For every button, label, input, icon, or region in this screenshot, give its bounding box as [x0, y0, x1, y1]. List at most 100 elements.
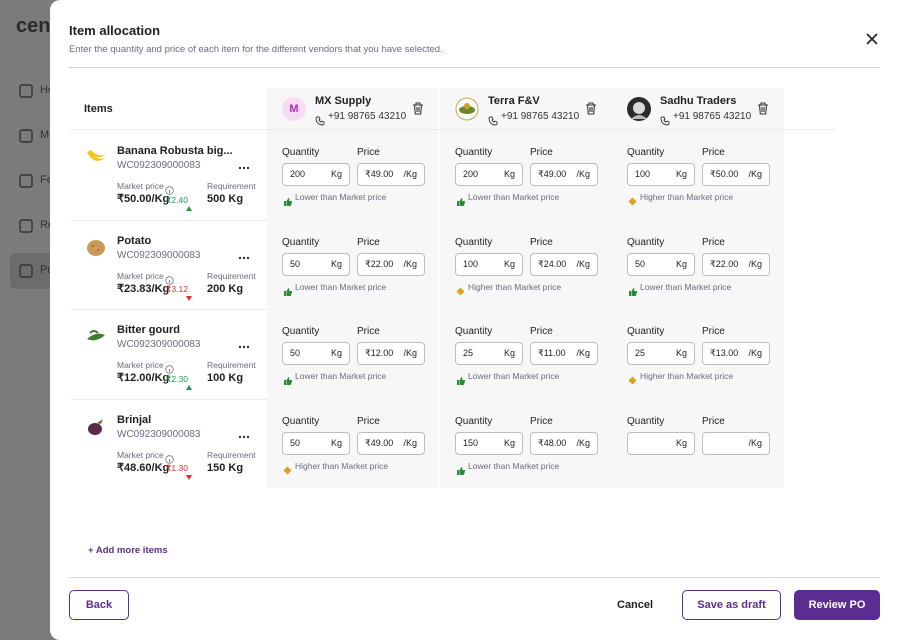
- status-icon-svg: [284, 287, 293, 296]
- item-menu-svg: [238, 345, 250, 349]
- price-label: Price: [702, 415, 725, 427]
- quantity-input[interactable]: 25 Kg: [455, 342, 523, 365]
- status-note: Lower than Market price: [468, 192, 560, 202]
- vendor-logo: [455, 97, 479, 121]
- item-menu-svg: [238, 256, 250, 259]
- quantity-value: 25: [463, 348, 474, 358]
- quantity-input[interactable]: 50 Kg: [282, 342, 350, 365]
- item-menu[interactable]: [238, 425, 250, 438]
- status-icon-svg: [457, 466, 466, 475]
- requirement: 150 Kg: [207, 461, 244, 474]
- quantity-input[interactable]: 50 Kg: [627, 252, 695, 276]
- nav-icon-svg: [19, 264, 33, 278]
- quantity-label: Quantity: [627, 415, 665, 427]
- price-label: Price: [530, 236, 553, 248]
- vendor-name: MX Supply: [315, 95, 372, 107]
- cancel-button[interactable]: Cancel: [617, 599, 654, 611]
- delete-vendor[interactable]: [412, 101, 424, 115]
- quantity-input[interactable]: 150 Kg: [455, 431, 523, 455]
- price-input[interactable]: ₹49.00/Kg: [530, 163, 598, 186]
- quantity-unit: Kg: [675, 258, 687, 269]
- trend-arrow: [186, 197, 192, 211]
- requirement-label: Requirement: [207, 360, 256, 370]
- quantity-input[interactable]: 50 Kg: [282, 431, 350, 455]
- phone-icon-svg: [315, 116, 325, 126]
- phone-icon-svg: [660, 116, 670, 126]
- quantity-value: 200: [463, 169, 479, 179]
- save-draft-button[interactable]: Save as draft: [682, 590, 781, 620]
- quantity-value: 150: [463, 437, 479, 448]
- price-input[interactable]: ₹48.00/Kg: [530, 431, 598, 455]
- status-note: Lower than Market price: [468, 371, 560, 381]
- quantity-label: Quantity: [282, 236, 320, 248]
- vendor-photo-svg: [627, 97, 651, 121]
- status-note: Lower than Market price: [468, 460, 560, 471]
- price-input[interactable]: ₹49.00/Kg: [357, 163, 425, 186]
- price-value: ₹22.00: [710, 258, 739, 269]
- requirement: 500 Kg: [207, 193, 244, 205]
- nav-icon: [19, 174, 33, 188]
- quantity-input[interactable]: Kg: [627, 431, 695, 455]
- price-unit: /Kg: [403, 348, 417, 358]
- review-po-button[interactable]: Review PO: [794, 590, 880, 620]
- quantity-input[interactable]: 100 Kg: [455, 252, 523, 276]
- delete-vendor[interactable]: [757, 101, 769, 115]
- price-label: Price: [530, 147, 553, 158]
- item-code: WC092309000083: [117, 339, 201, 350]
- quantity-input[interactable]: 50 Kg: [282, 252, 350, 276]
- quantity-label: Quantity: [282, 326, 320, 337]
- price-input[interactable]: ₹22.00/Kg: [357, 252, 425, 276]
- status-icon: [456, 192, 466, 206]
- status-icon: [628, 282, 638, 296]
- price-input[interactable]: ₹50.00/Kg: [702, 163, 770, 186]
- price-label: Price: [357, 236, 380, 248]
- quantity-unit: Kg: [503, 348, 515, 358]
- nav-icon: [19, 84, 33, 98]
- delete-vendor[interactable]: [585, 101, 597, 115]
- item-image: [84, 236, 108, 260]
- price-input[interactable]: ₹11.00/Kg: [530, 342, 598, 365]
- requirement-label: Requirement: [207, 449, 256, 460]
- close-button[interactable]: [865, 32, 879, 46]
- price-input[interactable]: ₹12.00/Kg: [357, 342, 425, 365]
- status-note: Higher than Market price: [640, 192, 734, 202]
- back-button[interactable]: Back: [69, 590, 129, 620]
- vendor-name: Terra F&V: [488, 95, 540, 107]
- price-value: ₹11.00: [538, 348, 566, 358]
- add-more-items[interactable]: + Add more items: [88, 545, 168, 556]
- quantity-value: 50: [290, 258, 301, 269]
- quantity-label: Quantity: [455, 147, 493, 158]
- row-line: [70, 219, 267, 221]
- quantity-input[interactable]: 25 Kg: [627, 342, 695, 365]
- status-icon-svg: [628, 197, 637, 206]
- price-value: ₹49.00: [538, 169, 567, 179]
- quantity-input[interactable]: 100 Kg: [627, 163, 695, 186]
- status-note: Lower than Market price: [640, 281, 732, 292]
- price-unit: /Kg: [576, 169, 590, 179]
- status-note: Lower than Market price: [295, 281, 387, 292]
- item-menu[interactable]: [238, 156, 250, 170]
- price-input[interactable]: ₹49.00/Kg: [357, 431, 425, 455]
- quantity-unit: Kg: [503, 169, 515, 179]
- quantity-unit: Kg: [503, 437, 515, 448]
- item-name: Brinjal: [117, 413, 152, 426]
- info-icon: [165, 450, 174, 464]
- price-label: Price: [530, 415, 553, 427]
- vendor-avatar: M: [282, 97, 306, 121]
- item-menu[interactable]: [238, 246, 250, 259]
- price-input[interactable]: ₹13.00/Kg: [702, 342, 770, 365]
- requirement-label: Requirement: [207, 270, 256, 281]
- price-input[interactable]: /Kg: [702, 431, 770, 455]
- status-note: Higher than Market price: [640, 371, 734, 381]
- status-icon: [456, 461, 466, 475]
- price-input[interactable]: ₹22.00/Kg: [702, 252, 770, 276]
- item-menu[interactable]: [238, 335, 250, 349]
- item-code: WC092309000083: [117, 428, 201, 440]
- quantity-input[interactable]: 200 Kg: [282, 163, 350, 186]
- quantity-input[interactable]: 200 Kg: [455, 163, 523, 186]
- quantity-value: 25: [635, 348, 646, 358]
- item-image-svg: [88, 418, 103, 435]
- quantity-value: 50: [290, 437, 301, 448]
- price-input[interactable]: ₹24.00/Kg: [530, 252, 598, 276]
